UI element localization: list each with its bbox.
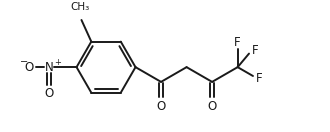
Text: O: O [156, 100, 166, 113]
Text: O: O [45, 87, 54, 100]
Text: +: + [54, 58, 61, 67]
Text: F: F [255, 72, 262, 85]
Text: O: O [208, 100, 217, 113]
Text: O: O [25, 61, 34, 74]
Text: CH₃: CH₃ [70, 2, 89, 12]
Text: N: N [45, 61, 53, 74]
Text: F: F [234, 36, 241, 49]
Text: −: − [20, 57, 28, 67]
Text: F: F [251, 44, 258, 57]
